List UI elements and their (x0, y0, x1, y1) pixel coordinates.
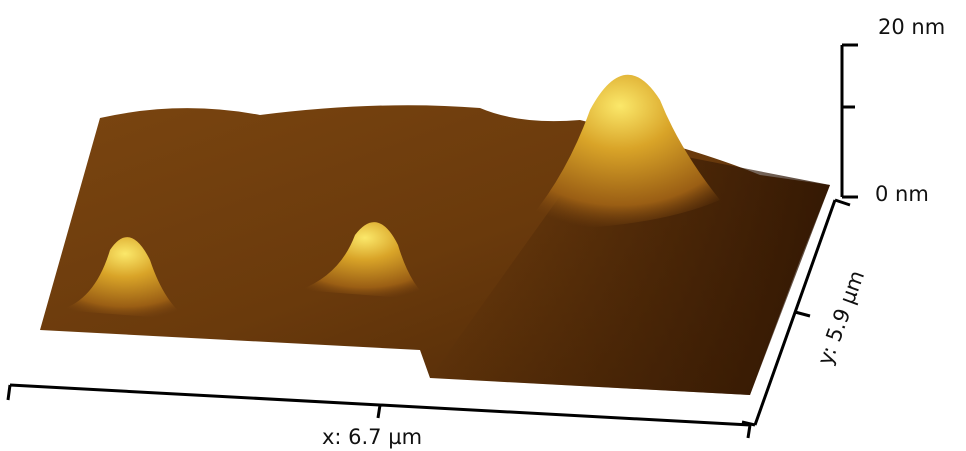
surface (40, 75, 830, 395)
z-bottom-label: 0 nm (875, 182, 929, 206)
x-axis-label: x: 6.7 µm (322, 425, 422, 449)
z-top-label: 20 nm (878, 15, 945, 39)
z-axis (842, 45, 858, 197)
y-axis-label: y: 5.9 µm (813, 267, 869, 368)
page: {"z_axis": {"top_label": "20 nm", "botto… (0, 0, 966, 451)
afm-figure: 20 nm 0 nm x: 6.7 µm y: 5.9 µm (0, 0, 966, 451)
body: 20 nm 0 nm x: 6.7 µm y: 5.9 µm (() => { … (0, 0, 966, 451)
